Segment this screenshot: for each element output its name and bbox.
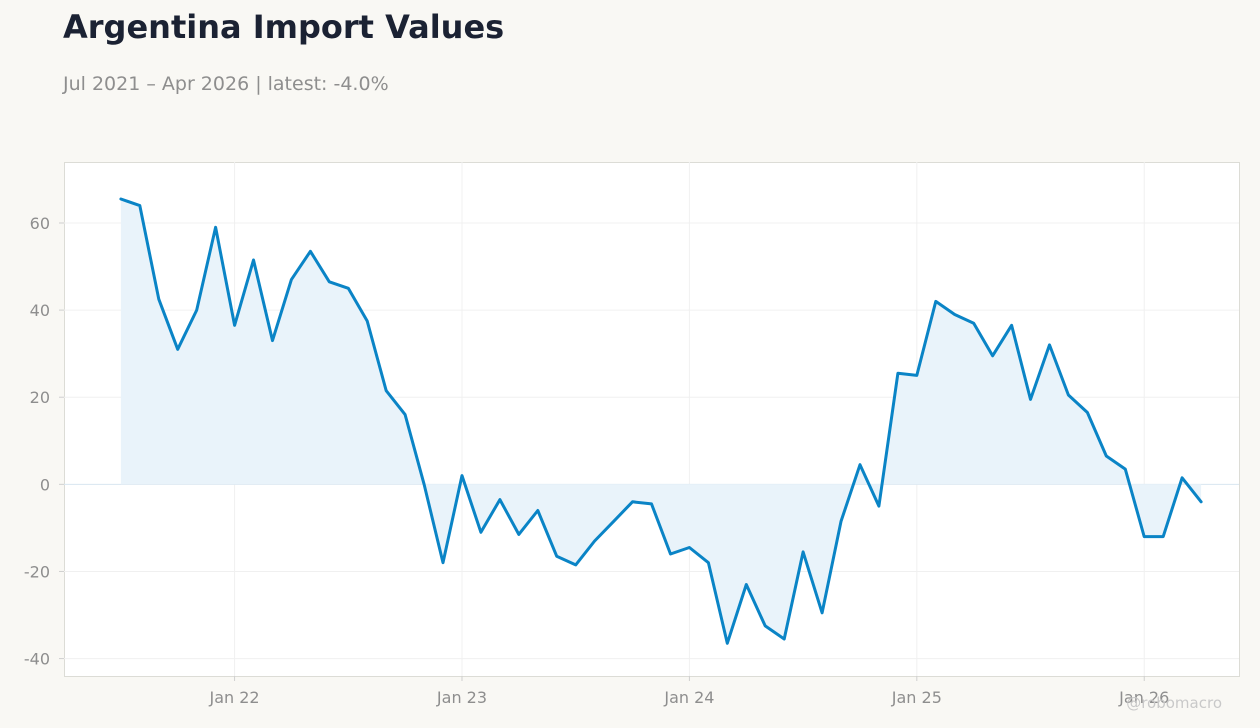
y-axis: -40 -20 0 20 40 60 <box>24 214 64 669</box>
series-line <box>119 197 1203 645</box>
x-tick-label: Jan 22 <box>209 688 260 707</box>
watermark: @robomacro <box>1126 694 1222 712</box>
chart-subtitle: Jul 2021 – Apr 2026 | latest: -4.0% <box>63 73 389 95</box>
y-tick-label: 20 <box>30 388 50 407</box>
x-tick-label: Jan 25 <box>891 688 942 707</box>
x-tick-label: Jan 23 <box>436 688 487 707</box>
x-tick-label: Jan 26 <box>1118 688 1169 707</box>
y-tick-label: 0 <box>40 475 50 494</box>
y-tick-label: 60 <box>30 214 50 233</box>
y-tick-label: 40 <box>30 301 50 320</box>
chart-title: Argentina Import Values <box>63 8 505 46</box>
y-tick-label: -40 <box>24 650 50 669</box>
x-axis: Jan 22 Jan 23 Jan 24 Jan 25 Jan 26 <box>209 676 1169 707</box>
y-tick-label: -20 <box>24 562 50 581</box>
x-tick-label: Jan 24 <box>663 688 714 707</box>
series-area <box>120 199 1202 644</box>
